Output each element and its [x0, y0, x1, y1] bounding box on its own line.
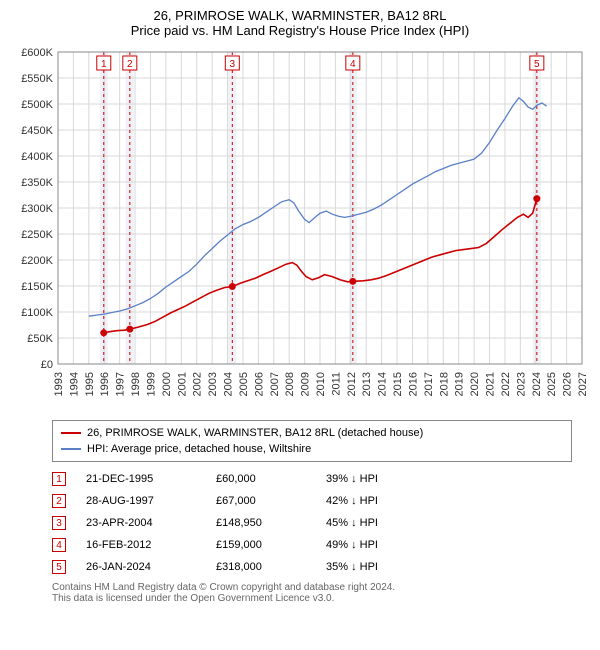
svg-text:1999: 1999: [145, 372, 157, 396]
svg-text:2016: 2016: [407, 372, 419, 396]
svg-text:1998: 1998: [130, 372, 142, 396]
svg-text:£200K: £200K: [21, 255, 53, 267]
transaction-date: 21-DEC-1995: [86, 473, 196, 485]
svg-text:£300K: £300K: [21, 203, 53, 215]
transaction-price: £60,000: [216, 473, 306, 485]
svg-text:£600K: £600K: [21, 47, 53, 59]
svg-text:2012: 2012: [346, 372, 358, 396]
transaction-row: 5 26-JAN-2024 £318,000 35% ↓ HPI: [52, 556, 572, 578]
transaction-marker: 5: [52, 560, 66, 574]
svg-text:£500K: £500K: [21, 99, 53, 111]
legend-row: HPI: Average price, detached house, Wilt…: [61, 441, 563, 457]
svg-text:2023: 2023: [515, 372, 527, 396]
svg-text:2011: 2011: [330, 372, 342, 396]
footer-line-1: Contains HM Land Registry data © Crown c…: [52, 582, 572, 593]
svg-text:£0: £0: [41, 359, 53, 371]
svg-text:1995: 1995: [84, 372, 96, 396]
legend-swatch: [61, 432, 81, 434]
svg-text:2024: 2024: [531, 372, 543, 396]
svg-text:£450K: £450K: [21, 125, 53, 137]
svg-text:2017: 2017: [423, 372, 435, 396]
svg-text:2003: 2003: [207, 372, 219, 396]
legend-swatch: [61, 448, 81, 450]
svg-text:5: 5: [534, 59, 540, 70]
svg-text:1997: 1997: [115, 372, 127, 396]
svg-text:£350K: £350K: [21, 177, 53, 189]
transaction-price: £318,000: [216, 561, 306, 573]
svg-text:2: 2: [127, 59, 133, 70]
svg-text:2022: 2022: [500, 372, 512, 396]
chart-title: 26, PRIMROSE WALK, WARMINSTER, BA12 8RL …: [8, 8, 592, 38]
transaction-row: 4 16-FEB-2012 £159,000 49% ↓ HPI: [52, 534, 572, 556]
svg-text:2026: 2026: [562, 372, 574, 396]
svg-text:2027: 2027: [577, 372, 589, 396]
transaction-marker: 1: [52, 472, 66, 486]
svg-text:£100K: £100K: [21, 307, 53, 319]
svg-text:2002: 2002: [192, 372, 204, 396]
svg-text:2018: 2018: [438, 372, 450, 396]
footer-attribution: Contains HM Land Registry data © Crown c…: [52, 582, 572, 604]
svg-text:£400K: £400K: [21, 151, 53, 163]
transaction-hpi: 45% ↓ HPI: [326, 517, 426, 529]
transaction-date: 23-APR-2004: [86, 517, 196, 529]
transaction-row: 1 21-DEC-1995 £60,000 39% ↓ HPI: [52, 468, 572, 490]
svg-text:1996: 1996: [99, 372, 111, 396]
svg-text:2001: 2001: [176, 372, 188, 396]
price-chart: £0 £50K £100K £150K £200K £250K £300K £350K £400…: [8, 44, 592, 414]
title-line-2: Price paid vs. HM Land Registry's House …: [8, 23, 592, 38]
svg-text:2006: 2006: [253, 372, 265, 396]
transactions-table: 1 21-DEC-1995 £60,000 39% ↓ HPI 2 28-AUG-1997…: [52, 468, 572, 578]
svg-text:2005: 2005: [238, 372, 250, 396]
svg-text:2008: 2008: [284, 372, 296, 396]
svg-text:2015: 2015: [392, 372, 404, 396]
svg-text:2007: 2007: [269, 372, 281, 396]
transaction-hpi: 39% ↓ HPI: [326, 473, 426, 485]
svg-text:1: 1: [101, 59, 107, 70]
svg-text:1993: 1993: [53, 372, 65, 396]
svg-text:2021: 2021: [485, 372, 497, 396]
transaction-row: 3 23-APR-2004 £148,950 45% ↓ HPI: [52, 512, 572, 534]
svg-text:3: 3: [230, 59, 236, 70]
svg-text:2013: 2013: [361, 372, 373, 396]
legend: 26, PRIMROSE WALK, WARMINSTER, BA12 8RL …: [52, 420, 572, 462]
transaction-price: £67,000: [216, 495, 306, 507]
svg-text:2025: 2025: [546, 372, 558, 396]
transaction-row: 2 28-AUG-1997 £67,000 42% ↓ HPI: [52, 490, 572, 512]
legend-label: HPI: Average price, detached house, Wilt…: [87, 443, 311, 455]
footer-line-2: This data is licensed under the Open Gov…: [52, 593, 572, 604]
transaction-hpi: 42% ↓ HPI: [326, 495, 426, 507]
legend-row: 26, PRIMROSE WALK, WARMINSTER, BA12 8RL …: [61, 425, 563, 441]
svg-text:£550K: £550K: [21, 73, 53, 85]
transaction-marker: 2: [52, 494, 66, 508]
svg-text:2000: 2000: [161, 372, 173, 396]
svg-text:£250K: £250K: [21, 229, 53, 241]
transaction-hpi: 49% ↓ HPI: [326, 539, 426, 551]
legend-label: 26, PRIMROSE WALK, WARMINSTER, BA12 8RL …: [87, 427, 423, 439]
svg-text:2009: 2009: [300, 372, 312, 396]
svg-text:2010: 2010: [315, 372, 327, 396]
title-line-1: 26, PRIMROSE WALK, WARMINSTER, BA12 8RL: [8, 8, 592, 23]
svg-text:2019: 2019: [454, 372, 466, 396]
svg-text:4: 4: [350, 59, 356, 70]
transaction-date: 26-JAN-2024: [86, 561, 196, 573]
chart-svg: £0 £50K £100K £150K £200K £250K £300K £350K £400…: [8, 44, 592, 414]
transaction-date: 16-FEB-2012: [86, 539, 196, 551]
transaction-price: £159,000: [216, 539, 306, 551]
svg-text:£150K: £150K: [21, 281, 53, 293]
transaction-hpi: 35% ↓ HPI: [326, 561, 426, 573]
transaction-marker: 3: [52, 516, 66, 530]
svg-text:£50K: £50K: [27, 333, 53, 345]
transaction-marker: 4: [52, 538, 66, 552]
svg-text:1994: 1994: [68, 372, 80, 396]
transaction-date: 28-AUG-1997: [86, 495, 196, 507]
svg-text:2004: 2004: [223, 372, 235, 396]
transaction-price: £148,950: [216, 517, 306, 529]
svg-text:2020: 2020: [469, 372, 481, 396]
svg-text:2014: 2014: [377, 372, 389, 396]
